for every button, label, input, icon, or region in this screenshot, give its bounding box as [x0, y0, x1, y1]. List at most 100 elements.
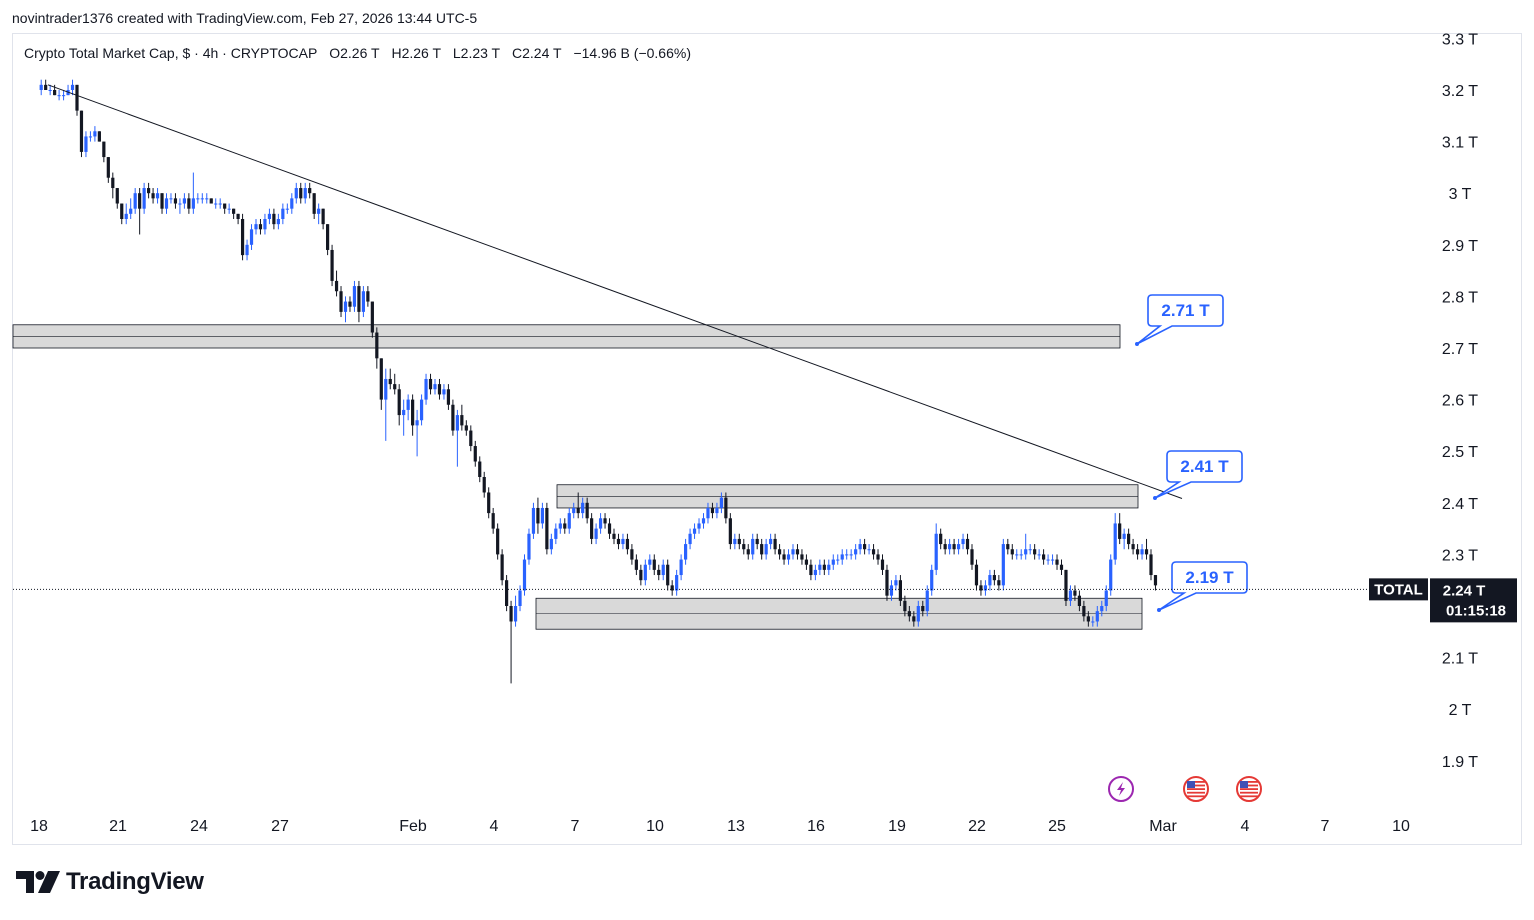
candle-body	[675, 575, 679, 591]
candle-body	[111, 177, 115, 189]
candle-body	[773, 538, 777, 550]
time-tick-label: 22	[968, 818, 986, 835]
candle-body	[527, 533, 531, 560]
us-flag-event-icon[interactable]	[1236, 776, 1262, 802]
candle-body	[232, 208, 236, 214]
candle-body	[625, 538, 630, 550]
candle-body	[1050, 559, 1055, 561]
candle-body	[84, 136, 88, 152]
candle-body	[375, 332, 379, 359]
candle-body	[1135, 549, 1140, 555]
candle-body	[965, 538, 970, 550]
price-tick-label: 2.7 T	[1442, 341, 1478, 358]
candle-body	[214, 203, 218, 205]
candle-body	[979, 585, 983, 591]
time-tick-label: Feb	[399, 818, 427, 835]
candle-body	[254, 224, 258, 230]
candle-body	[455, 415, 459, 431]
candle-body	[138, 193, 142, 209]
candle-body	[598, 518, 603, 529]
candle-body	[948, 544, 952, 550]
candle-body	[1055, 559, 1059, 565]
price-axis: 3.3 T 3.2 T 3.1 T 3 T 2.9 T 2.8 T 2.7 T 2.6 T 2.…	[1442, 31, 1478, 770]
candle-body	[500, 554, 504, 581]
legend-high: H2.26 T	[391, 45, 441, 61]
candle-body	[706, 507, 710, 519]
candle-body	[1042, 554, 1046, 560]
time-tick-label: 13	[727, 818, 745, 835]
candle-body	[276, 219, 280, 225]
candle-body	[348, 301, 352, 307]
price-tick-label: 2.5 T	[1442, 444, 1478, 461]
candle-body	[361, 291, 365, 312]
current-price-label: 2.24 T	[1443, 582, 1486, 599]
candle-body	[912, 616, 916, 622]
candle-body	[692, 528, 697, 534]
candle-body	[75, 84, 79, 111]
candle-body	[742, 544, 746, 550]
candle-body	[621, 538, 625, 545]
candle-body	[142, 188, 146, 209]
candle-body	[442, 389, 446, 395]
candle-body	[415, 420, 419, 426]
candle-body	[634, 559, 638, 570]
candle-body	[464, 425, 468, 431]
candle-body	[518, 590, 522, 606]
candle-body	[343, 301, 348, 312]
candle-body	[563, 523, 567, 529]
callout-label: 2.71 T	[1161, 301, 1210, 320]
price-tick-label: 2.4 T	[1442, 496, 1478, 513]
callout-anchor-dot	[1157, 608, 1161, 612]
flag-stripe	[1187, 788, 1205, 790]
candle-body	[822, 564, 826, 570]
candle-body	[352, 286, 357, 307]
candle-body	[299, 188, 303, 199]
candle-body	[760, 544, 764, 555]
candle-body	[657, 569, 661, 576]
tradingview-logo[interactable]: TradingView	[16, 868, 204, 896]
candle-body	[782, 554, 786, 560]
candle-body	[285, 208, 289, 210]
flag-canton	[1187, 781, 1195, 788]
lightning-event-icon[interactable]	[1108, 776, 1134, 802]
candle-body	[952, 544, 956, 550]
price-tick-label: 3.2 T	[1442, 83, 1478, 100]
legend-change: −14.96 B (−0.66%)	[573, 45, 691, 61]
callout-bubble	[1136, 294, 1224, 345]
candle-body	[1086, 616, 1090, 622]
trendline	[47, 84, 1183, 499]
candle-body	[751, 538, 755, 555]
candle-body	[1109, 559, 1113, 591]
candle-body	[992, 575, 996, 581]
us-flag-event-icon[interactable]	[1183, 776, 1209, 802]
candle-body	[813, 569, 817, 576]
candle-body	[272, 213, 276, 225]
candle-body	[133, 193, 137, 209]
candle-body	[393, 384, 397, 390]
candle-body	[594, 528, 598, 539]
candle-body	[684, 544, 688, 560]
candle-body	[679, 559, 683, 576]
candle-body	[428, 378, 433, 390]
price-tick-label: 2.3 T	[1442, 547, 1478, 564]
candle-body	[402, 409, 406, 416]
candle-body	[1140, 549, 1144, 555]
candle-body	[1046, 559, 1050, 561]
tradingview-brand-text: TradingView	[66, 868, 204, 895]
time-tick-label: 4	[490, 818, 499, 835]
zones-layer	[12, 324, 1143, 630]
candle-body	[334, 280, 339, 292]
candle-body	[411, 399, 415, 426]
candle-body	[961, 538, 965, 545]
candle-body	[102, 141, 106, 158]
candle-body	[661, 564, 665, 576]
flag-stripe	[1240, 784, 1258, 787]
candle-body	[124, 213, 128, 219]
price-tick-label: 2 T	[1449, 702, 1472, 719]
candle-body	[576, 507, 580, 514]
callout-anchor-dot	[1153, 496, 1157, 500]
price-tick-label: 3 T	[1449, 186, 1472, 203]
candle-body	[258, 224, 263, 230]
candle-body	[294, 188, 298, 199]
